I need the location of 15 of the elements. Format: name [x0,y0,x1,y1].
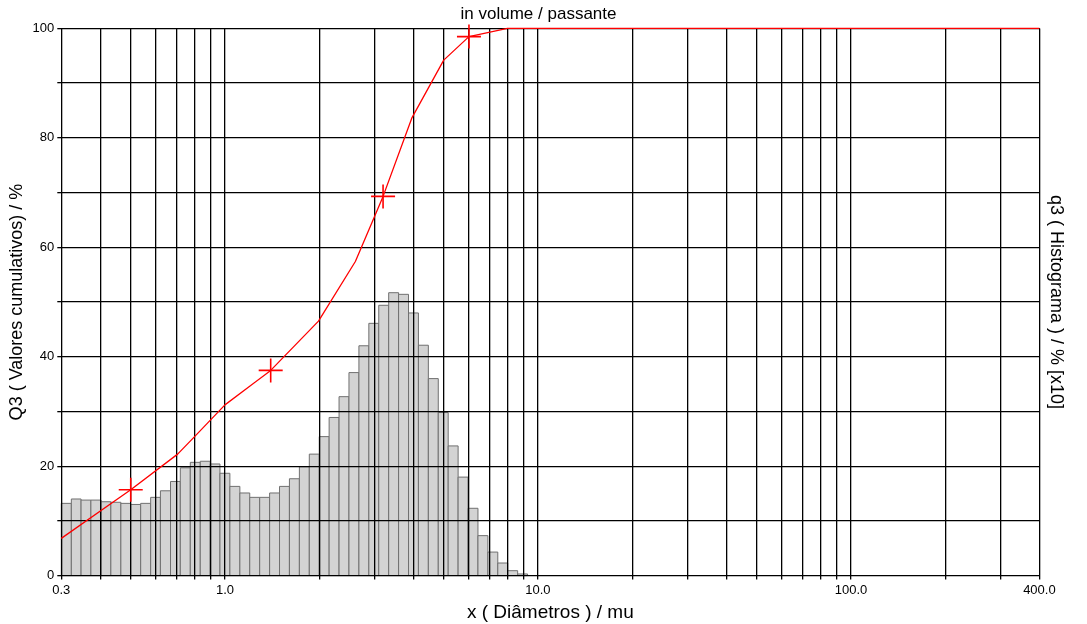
chart-title: in volume / passante [460,3,617,23]
x-tick-label: 10.0 [525,581,551,597]
x-tick-label: 100.0 [834,581,868,597]
x-axis-title: x ( Diâmetros ) / mu [466,600,634,622]
x-tick-label: 400.0 [1023,581,1056,597]
y2-axis-title: q3 ( Histograma ) / % [x10] [1047,194,1068,410]
x-tick-label: 0.3 [52,581,71,597]
y-tick-label: 80 [39,129,55,145]
y-tick-label: 0 [47,567,55,583]
y-tick-label: 100 [32,19,55,35]
y-axis-title: Q3 ( Valores cumulativos) / % [5,183,26,421]
y-tick-label: 60 [39,238,55,254]
x-tick-label: 1.0 [215,581,234,597]
y-tick-label: 40 [39,348,55,364]
y-tick-label: 20 [39,457,55,473]
